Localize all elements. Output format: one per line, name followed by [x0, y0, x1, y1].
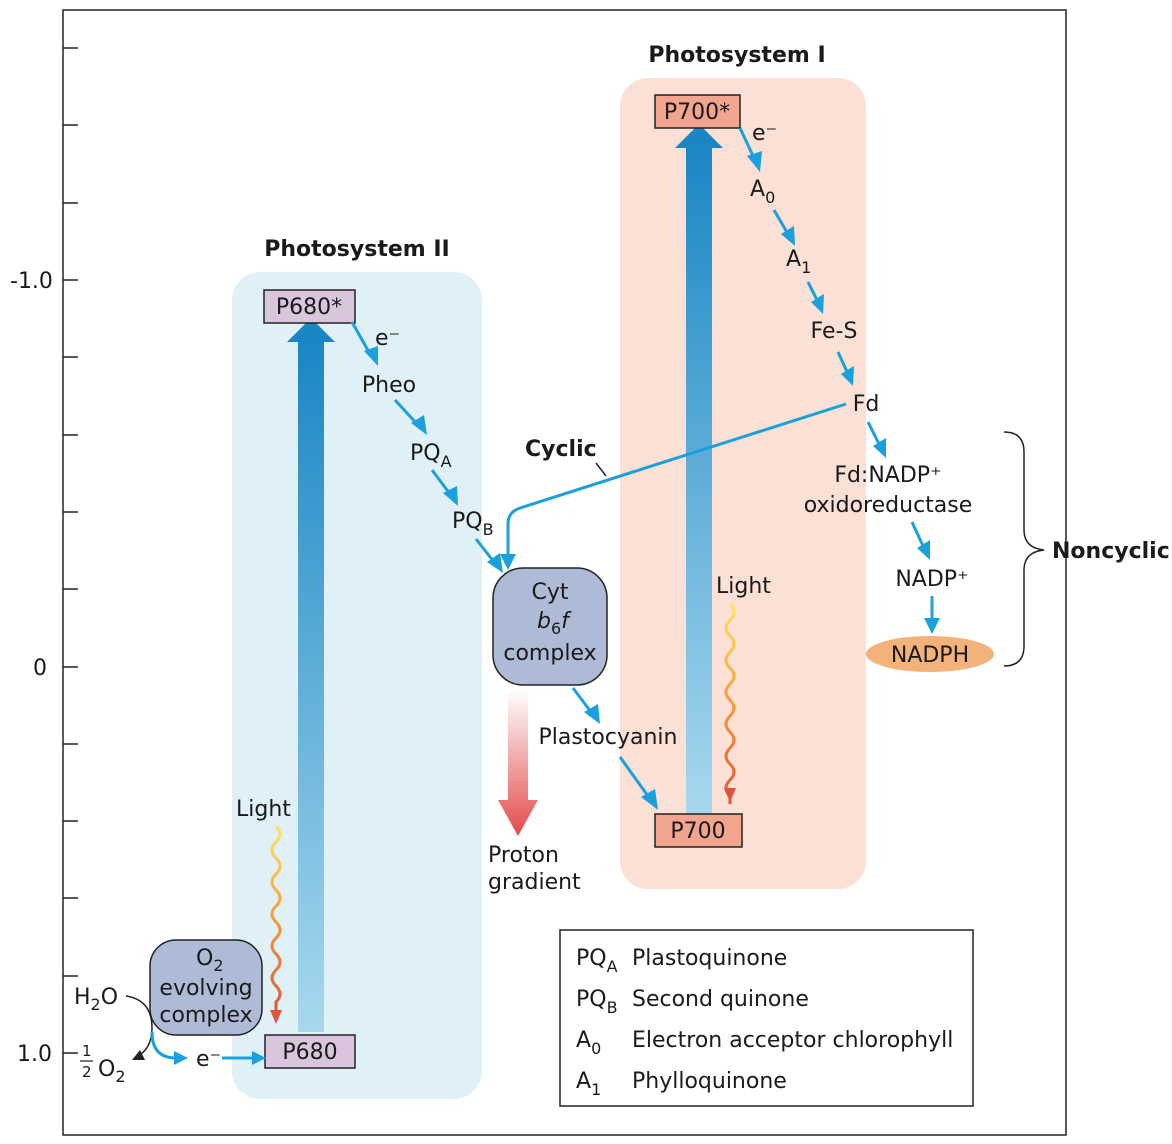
plastocyanin-label: Plastocyanin [538, 725, 677, 750]
arrow-p680star-pheo [350, 321, 378, 366]
o2-product-label: O2 [98, 1057, 126, 1086]
pheo-label: Pheo [362, 373, 416, 398]
fes-label: Fe-S [811, 319, 858, 344]
psii-excitation-arrow [298, 340, 324, 1032]
evolving-label: evolving [159, 976, 252, 1001]
arrow-pqb-cyt [474, 538, 503, 573]
svg-text:A1: A1 [576, 1069, 601, 1099]
photosystem-i-region [620, 78, 866, 889]
p700-star-label: P700* [664, 100, 730, 125]
svg-text:Electron acceptor chlorophyll: Electron acceptor chlorophyll [632, 1028, 953, 1053]
electron-to-p680-arrowhead [252, 1051, 266, 1065]
complex-o2-label: complex [159, 1003, 252, 1028]
svg-text:PQA: PQA [576, 946, 618, 976]
psii-excitation-arrowhead [287, 318, 335, 342]
cyclic-pathway-line [500, 402, 847, 570]
psi-light-label: Light [716, 574, 771, 599]
half-numerator: 1 [82, 1042, 92, 1060]
arrow-plastocyanin-p700 [618, 756, 658, 810]
svg-text:Plastoquinone: Plastoquinone [632, 946, 787, 971]
a1-label: A1 [786, 247, 811, 277]
a0-label: A0 [750, 177, 775, 207]
water-split-arrow [125, 995, 153, 1057]
legend-row: PQB Second quinone [576, 987, 809, 1017]
axis-tick-label-1: 1.0 [17, 1042, 52, 1067]
cyclic-leader-line [595, 462, 607, 477]
legend-box [559, 929, 974, 1107]
p680-label: P680 [282, 1040, 337, 1065]
axis-ticks [63, 47, 78, 1054]
arrow-fd-fnr [866, 421, 886, 458]
fnr-label-line1: Fd:NADP⁺ [834, 463, 941, 488]
psi-light-wave [724, 602, 736, 804]
electron-path-arrowhead-1 [174, 1051, 188, 1065]
psii-light-label: Light [236, 797, 291, 822]
p680-star-label: P680* [276, 295, 342, 320]
p680-star-box [263, 289, 356, 324]
cyt-b6f-complex [492, 567, 608, 686]
nadph-ellipse [866, 636, 994, 672]
legend-row: PQA Plastoquinone [576, 946, 787, 976]
axis-tick-label-0: 0 [33, 656, 47, 681]
pqb-label: PQB [452, 509, 494, 539]
psii-light-arrowhead [270, 1010, 282, 1024]
electron-path-from-water [150, 1031, 177, 1060]
pqa-label: PQA [410, 441, 452, 471]
arrow-a1-fes [806, 281, 824, 314]
noncyclic-label: Noncyclic [1052, 539, 1170, 564]
p700-label: P700 [670, 819, 725, 844]
cyclic-label: Cyclic [525, 437, 597, 462]
svg-text:PQB: PQB [576, 987, 618, 1017]
psi-excitation-arrow [686, 145, 712, 815]
arrow-a0-a1 [772, 209, 795, 246]
p700-box [654, 813, 743, 848]
psi-light-arrowhead [724, 788, 736, 802]
o2-label: O2 [196, 946, 224, 975]
psii-electron-label: e⁻ [375, 326, 400, 351]
nadph-label: NADPH [891, 643, 969, 668]
psii-light-wave [270, 824, 282, 1012]
cyt-label: Cyt [531, 580, 568, 605]
noncyclic-brace [1003, 431, 1045, 667]
water-split-arrowhead [132, 1050, 145, 1060]
photosystem-ii-region [232, 272, 482, 1099]
cyt-b6f-label: b6f [537, 609, 572, 638]
legend-row: A0 Electron acceptor chlorophyll [576, 1028, 953, 1058]
photosystem-ii-title: Photosystem II [264, 237, 449, 262]
nadp-label: NADP⁺ [895, 567, 968, 592]
arrow-nadp-nadph [924, 596, 940, 634]
svg-text:A0: A0 [576, 1028, 601, 1058]
arrow-p700star-a0 [738, 127, 762, 172]
arrow-fes-fd [836, 351, 854, 386]
arrow-pheo-pqa [393, 398, 427, 435]
axis-tick-label-neg1: -1.0 [10, 269, 53, 294]
svg-text:Phylloquinone: Phylloquinone [632, 1069, 787, 1094]
fnr-label-line2: oxidoreductase [804, 493, 973, 518]
svg-text:Second quinone: Second quinone [632, 987, 809, 1012]
h2o-label: H2O [74, 985, 118, 1014]
proton-gradient-arrow [498, 690, 538, 836]
fd-label: Fd [853, 392, 880, 417]
photosystem-i-title: Photosystem I [648, 43, 825, 68]
bottom-electron-label: e⁻ [196, 1047, 221, 1072]
arrow-pqa-pqb [430, 469, 458, 506]
half-denominator: 2 [82, 1063, 92, 1081]
gradient-label: gradient [488, 870, 581, 895]
p680-box [264, 1034, 356, 1069]
psi-excitation-arrowhead [675, 124, 723, 148]
arrow-cyt-plastocyanin [571, 687, 600, 724]
o2-evolving-complex [149, 939, 263, 1036]
proton-label: Proton [488, 843, 559, 868]
psi-electron-label: e⁻ [752, 121, 777, 146]
diagram-frame [62, 9, 1067, 1136]
legend-row: A1 Phylloquinone [576, 1069, 787, 1099]
arrow-fnr-nadp [910, 521, 930, 560]
p700-star-box [654, 94, 741, 129]
complex-label: complex [503, 641, 596, 666]
